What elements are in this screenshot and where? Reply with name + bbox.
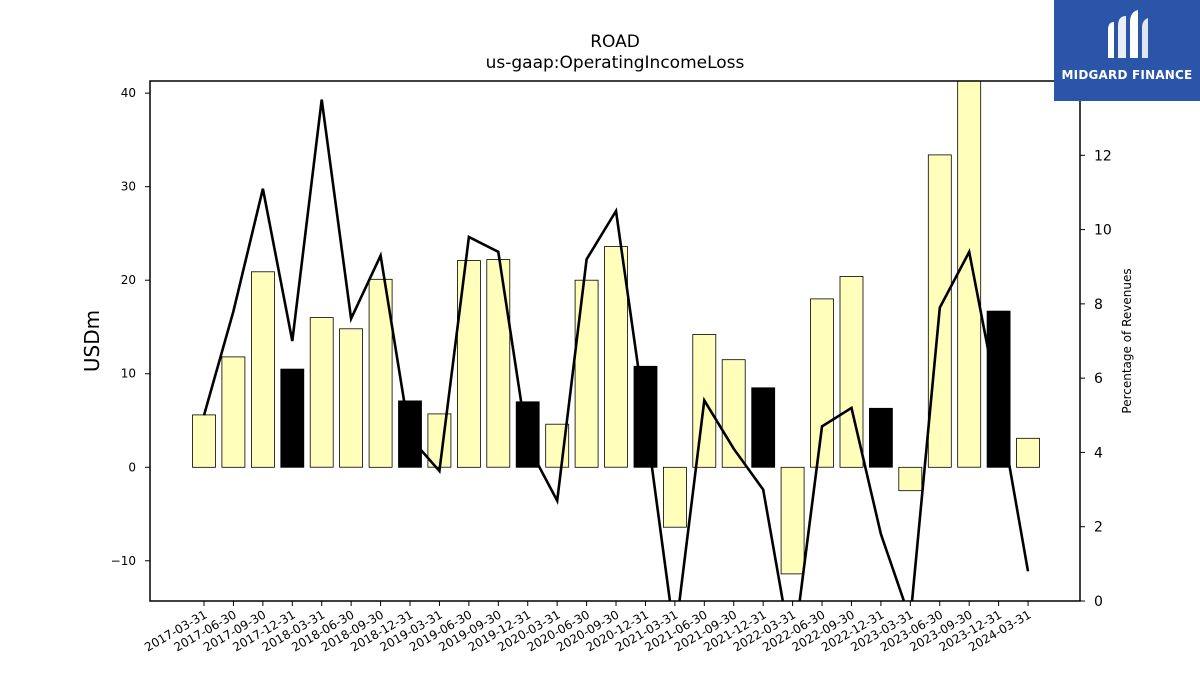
bar-2021-03-31 (663, 466, 687, 528)
right-y-axis: 0 2 4 6 8 10 12 (1080, 148, 1112, 610)
bar-2017-03-31 (192, 414, 216, 468)
right-tick-label: 10 (1094, 223, 1112, 239)
bar-2019-03-31 (427, 413, 452, 468)
line-series (202, 99, 1030, 601)
bar-2017-06-30 (221, 356, 246, 468)
left-tick-label: 40 (121, 86, 136, 100)
bar-2024-03-31 (1016, 437, 1040, 468)
bar-2022-09-30 (839, 276, 864, 468)
bar-2022-03-31 (780, 466, 805, 575)
midgard-logo-icon (1108, 10, 1148, 58)
logo-text: MIDGARD FINANCE (1061, 68, 1193, 82)
midgard-finance-logo: MIDGARD FINANCE (1054, 0, 1200, 101)
left-tick-label: −10 (111, 554, 136, 568)
bar-2020-09-30 (604, 246, 628, 468)
bar-2021-09-30 (721, 359, 746, 468)
left-tick-label: 0 (128, 460, 136, 474)
bar-2020-06-30 (574, 279, 599, 468)
chart-subtitle: us-gaap:OperatingIncomeLoss (485, 53, 745, 73)
right-tick-label: 2 (1094, 520, 1103, 536)
bar-2023-09-30 (957, 81, 982, 468)
left-tick-label: 30 (121, 180, 136, 194)
bar-2021-12-31 (751, 387, 776, 468)
bar-2019-12-31 (515, 401, 540, 468)
bar-2019-06-30 (456, 260, 481, 468)
bar-2022-06-30 (810, 298, 834, 468)
bar-series (192, 81, 1040, 575)
plot-frame (149, 80, 1081, 602)
left-tick-label: 20 (121, 273, 136, 287)
bar-2017-09-30 (250, 271, 275, 468)
chart-title: ROAD (590, 32, 640, 52)
right-tick-label: 4 (1094, 445, 1103, 461)
right-tick-label: 12 (1094, 148, 1112, 164)
percentage-line (202, 99, 1030, 601)
x-axis: 2017-03-312017-06-302017-09-302017-12-31… (142, 601, 1034, 654)
bar-2022-12-31 (869, 407, 893, 468)
bar-2018-06-30 (339, 328, 364, 468)
left-y-axis: −10 0 10 20 30 40 (111, 86, 150, 568)
left-tick-label: 10 (121, 367, 136, 381)
right-y-axis-label: Percentage of Revenues (1120, 268, 1134, 413)
bar-2023-03-31 (898, 466, 923, 492)
bar-2018-03-31 (309, 317, 334, 468)
bar-2023-12-31 (986, 310, 1011, 468)
right-tick-label: 8 (1094, 297, 1103, 313)
right-tick-label: 0 (1094, 594, 1103, 610)
bar-2019-09-30 (486, 259, 511, 468)
bar-2017-12-31 (280, 368, 305, 468)
right-tick-label: 6 (1094, 371, 1103, 387)
y-axis-label: USDm (80, 310, 104, 372)
bar-2018-09-30 (368, 278, 393, 468)
